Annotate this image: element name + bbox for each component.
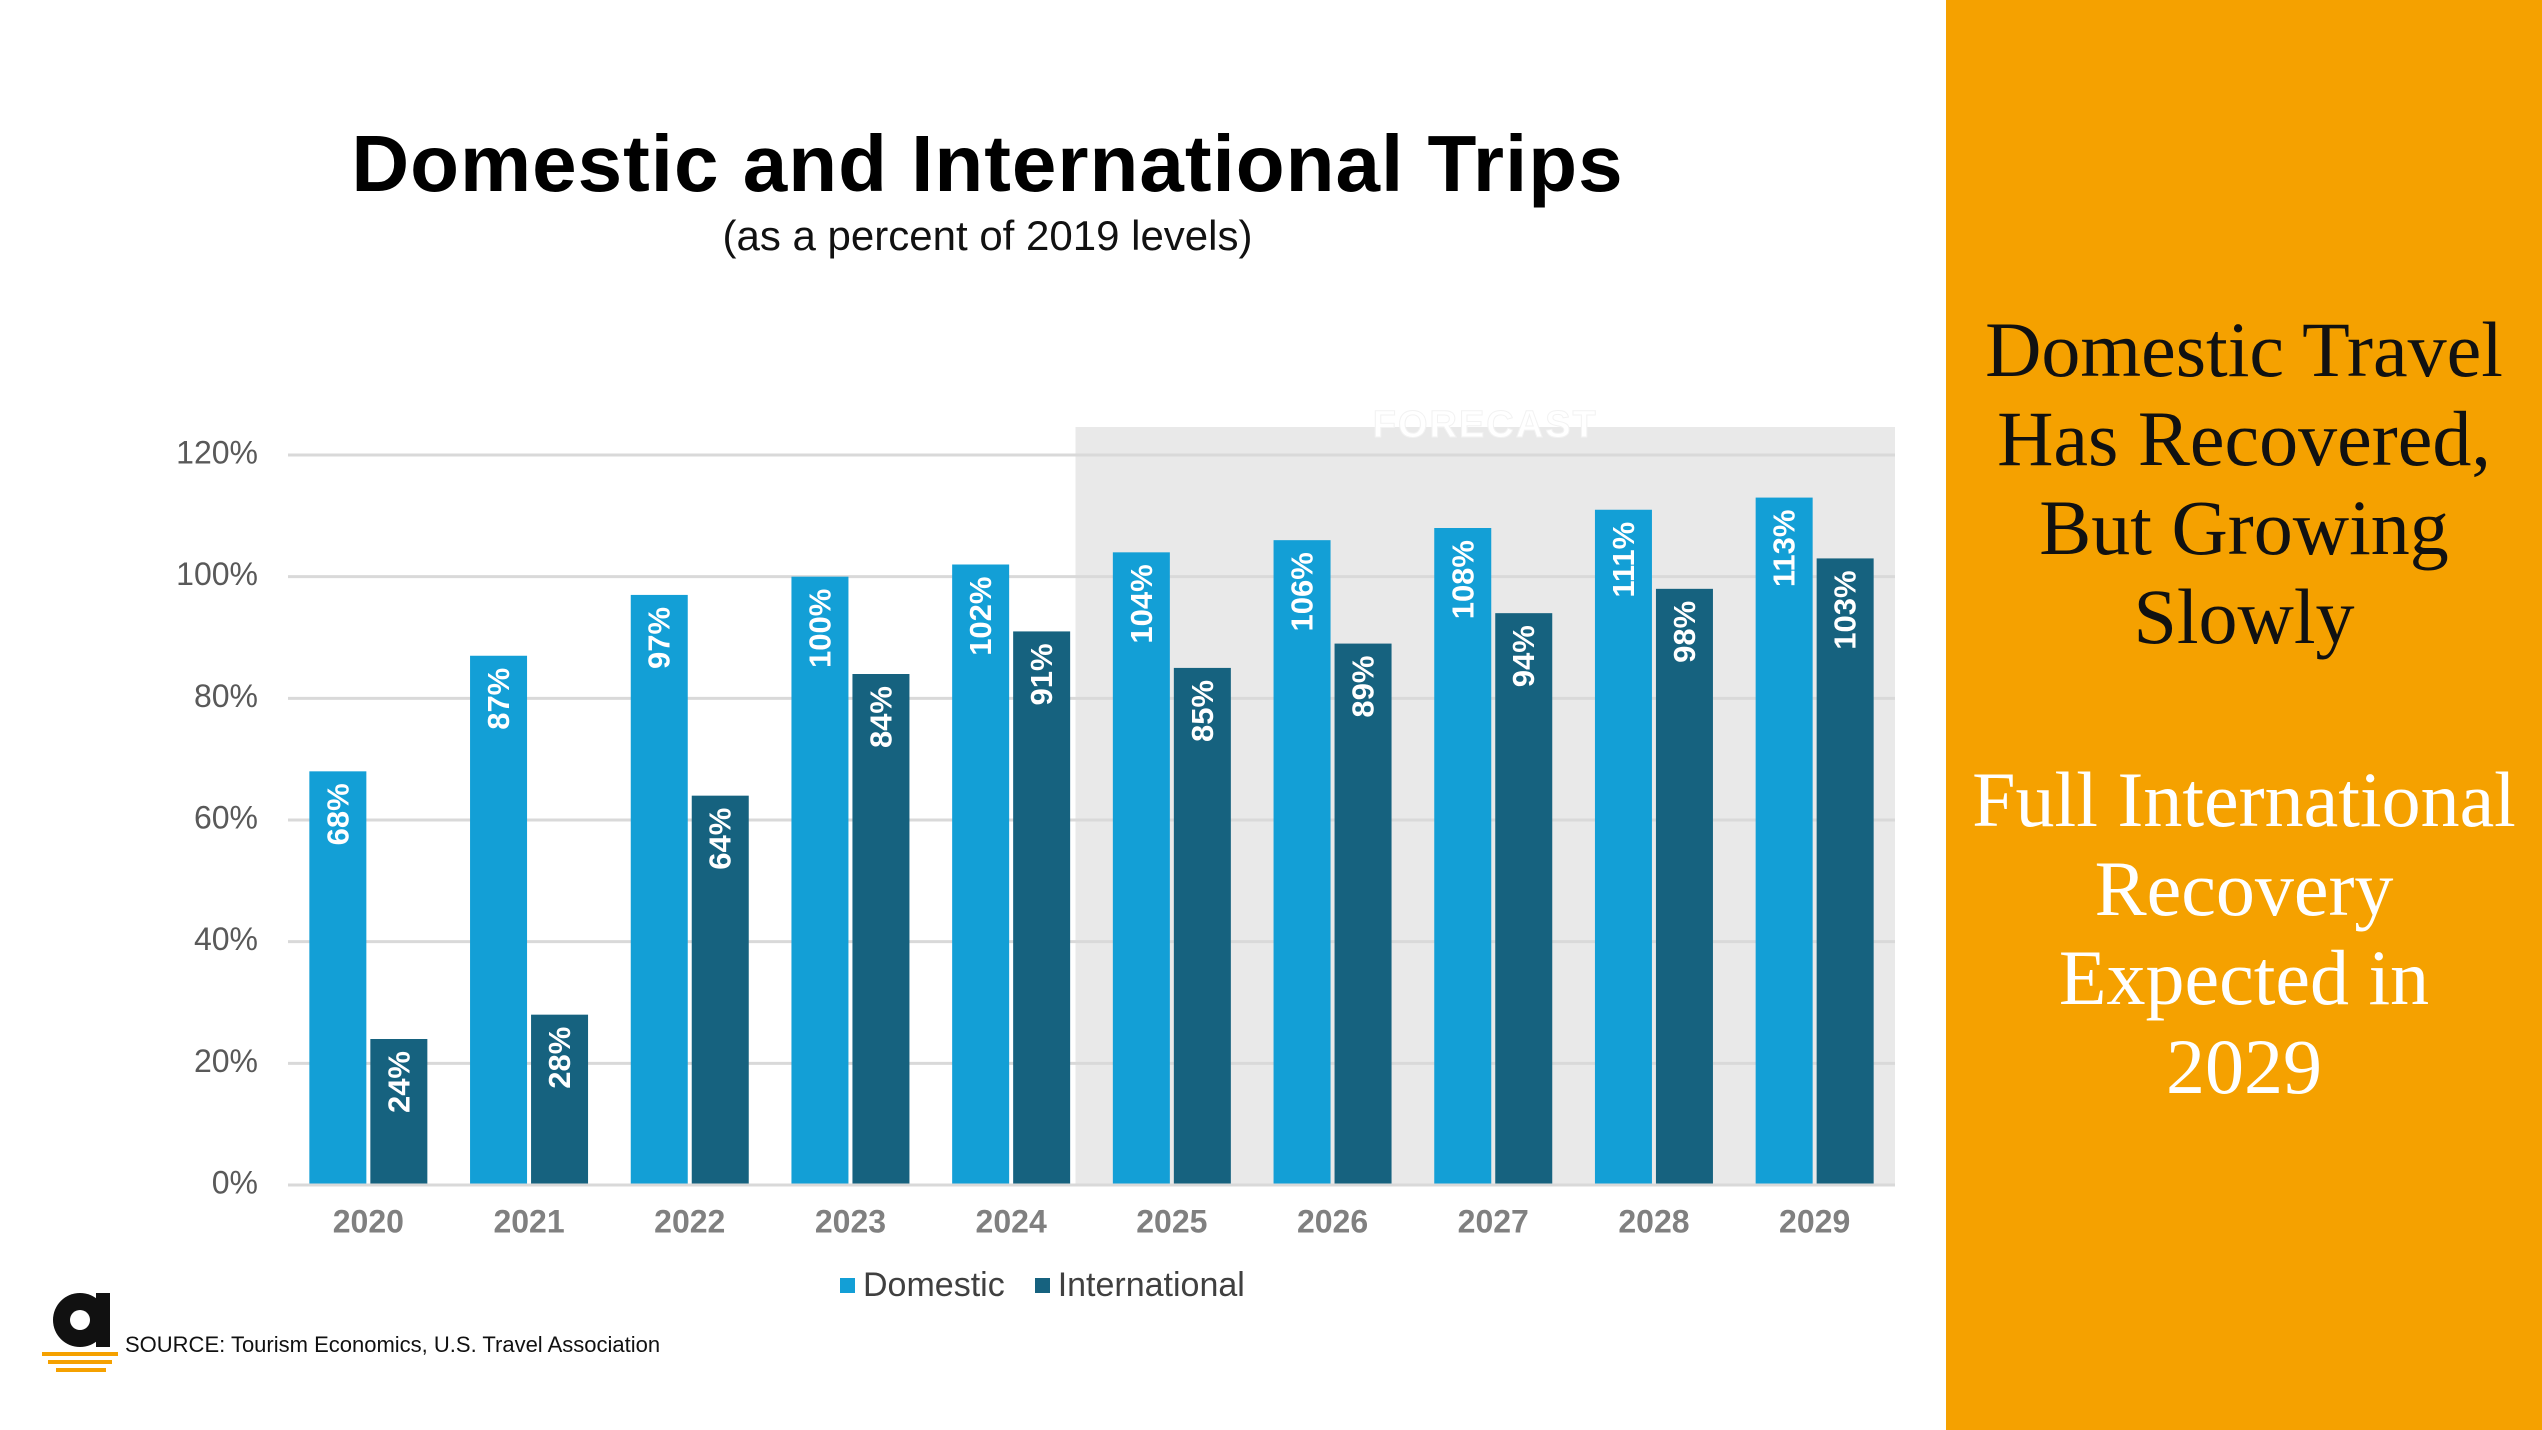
legend-label-international: International bbox=[1057, 1266, 1245, 1304]
chart-title: Domestic and International Trips bbox=[351, 119, 1624, 208]
legend-item-domestic: Domestic bbox=[840, 1266, 1005, 1305]
legend-item-international: International bbox=[1034, 1266, 1245, 1305]
x-tick-label: 2024 bbox=[976, 1203, 1047, 1239]
data-label-international: 24% bbox=[381, 1051, 416, 1113]
bar-international bbox=[1173, 667, 1231, 1185]
data-label-international: 103% bbox=[1828, 570, 1863, 649]
x-tick-label: 2025 bbox=[1136, 1203, 1207, 1239]
data-label-domestic: 97% bbox=[642, 607, 677, 669]
bar-international bbox=[1655, 588, 1713, 1185]
legend-swatch-domestic bbox=[840, 1278, 855, 1293]
x-tick-label: 2021 bbox=[493, 1203, 564, 1239]
x-tick-label: 2028 bbox=[1618, 1203, 1689, 1239]
headline-domestic-line: Has Recovered, bbox=[1997, 395, 2491, 482]
y-tick-label: 100% bbox=[176, 556, 258, 592]
bar-international bbox=[1334, 643, 1392, 1185]
bar-domestic bbox=[630, 594, 688, 1185]
y-tick-label: 60% bbox=[194, 799, 258, 835]
headline-domestic-line: Domestic Travel bbox=[1985, 306, 2503, 393]
legend-label-domestic: Domestic bbox=[863, 1266, 1005, 1304]
headline-international: Full International Recovery Expected in … bbox=[1946, 755, 2542, 1111]
headline-international-line: Expected in bbox=[2058, 934, 2430, 1021]
data-label-international: 28% bbox=[542, 1027, 577, 1089]
data-label-domestic: 108% bbox=[1445, 540, 1480, 619]
source-note: SOURCE: Tourism Economics, U.S. Travel A… bbox=[125, 1332, 661, 1357]
y-tick-label: 20% bbox=[194, 1043, 258, 1079]
x-tick-label: 2020 bbox=[333, 1203, 404, 1239]
bar-international bbox=[691, 795, 749, 1185]
bar-domestic bbox=[470, 655, 528, 1185]
bar-domestic bbox=[1112, 552, 1170, 1185]
legend-swatch-international bbox=[1034, 1278, 1050, 1293]
x-tick-label: 2026 bbox=[1297, 1203, 1368, 1239]
headline-international-line: Full International bbox=[1972, 756, 2516, 843]
data-label-international: 64% bbox=[703, 808, 738, 870]
data-label-domestic: 102% bbox=[963, 577, 998, 656]
forecast-label: FORECAST bbox=[1373, 404, 1598, 446]
data-label-international: 94% bbox=[1506, 625, 1541, 687]
x-tick-label: 2023 bbox=[815, 1203, 886, 1239]
bar-domestic bbox=[309, 771, 367, 1185]
data-label-international: 85% bbox=[1185, 680, 1220, 742]
bar-domestic bbox=[1273, 540, 1331, 1185]
x-tick-label: 2029 bbox=[1779, 1203, 1850, 1239]
data-label-domestic: 100% bbox=[802, 589, 837, 668]
y-tick-label: 0% bbox=[212, 1164, 258, 1200]
bar-domestic bbox=[791, 576, 849, 1185]
data-label-domestic: 106% bbox=[1285, 552, 1320, 631]
headline-international-line: 2029 bbox=[2166, 1023, 2322, 1110]
bar-domestic bbox=[1434, 528, 1492, 1185]
headline-domestic-line: Slowly bbox=[2133, 573, 2355, 660]
bar-domestic bbox=[1594, 509, 1652, 1185]
bar-domestic bbox=[1755, 497, 1813, 1185]
data-label-domestic: 113% bbox=[1767, 510, 1802, 588]
bar-international bbox=[852, 674, 910, 1185]
bar-international bbox=[531, 1014, 589, 1185]
y-tick-label: 80% bbox=[194, 678, 258, 714]
x-tick-label: 2022 bbox=[654, 1203, 725, 1239]
bar-international bbox=[1013, 631, 1071, 1185]
brand-logo-icon bbox=[42, 1293, 118, 1372]
side-panel: Domestic Travel Has Recovered, But Growi… bbox=[1946, 0, 2542, 1430]
data-label-international: 91% bbox=[1024, 643, 1059, 705]
data-label-domestic: 87% bbox=[481, 668, 516, 730]
y-tick-label: 40% bbox=[194, 921, 258, 957]
y-tick-label: 120% bbox=[176, 434, 258, 470]
bar-chart: FORECAST 0% 20% 40% 60% 80% 100% 120% 68% 24% 2020… bbox=[176, 404, 1895, 1239]
data-label-international: 89% bbox=[1346, 656, 1381, 718]
data-label-domestic: 111% bbox=[1606, 522, 1641, 598]
data-label-domestic: 68% bbox=[320, 783, 355, 845]
bar-domestic bbox=[952, 564, 1010, 1185]
bar-international bbox=[1816, 558, 1874, 1185]
headline-domestic: Domestic Travel Has Recovered, But Growi… bbox=[1946, 305, 2542, 661]
data-label-domestic: 104% bbox=[1124, 564, 1159, 643]
data-label-international: 98% bbox=[1667, 601, 1702, 663]
headline-international-line: Recovery bbox=[2094, 845, 2394, 932]
bar-international bbox=[1495, 613, 1553, 1185]
bar-international bbox=[370, 1039, 428, 1185]
chart-legend: Domestic International bbox=[840, 1266, 1275, 1305]
chart-subtitle: (as a percent of 2019 levels) bbox=[722, 212, 1253, 259]
headline-domestic-line: But Growing bbox=[2039, 484, 2449, 571]
data-label-international: 84% bbox=[863, 686, 898, 748]
x-tick-label: 2027 bbox=[1458, 1203, 1529, 1239]
